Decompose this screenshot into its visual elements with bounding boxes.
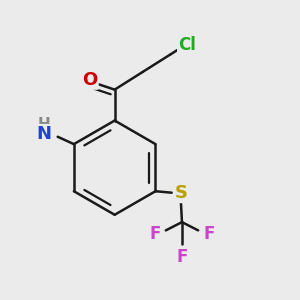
Text: F: F	[176, 248, 188, 266]
Text: F: F	[149, 225, 160, 243]
Text: O: O	[82, 71, 98, 89]
Text: S: S	[175, 184, 188, 202]
Text: H: H	[37, 117, 50, 132]
Text: Cl: Cl	[178, 36, 196, 54]
Text: N: N	[36, 125, 51, 143]
Text: F: F	[203, 225, 215, 243]
